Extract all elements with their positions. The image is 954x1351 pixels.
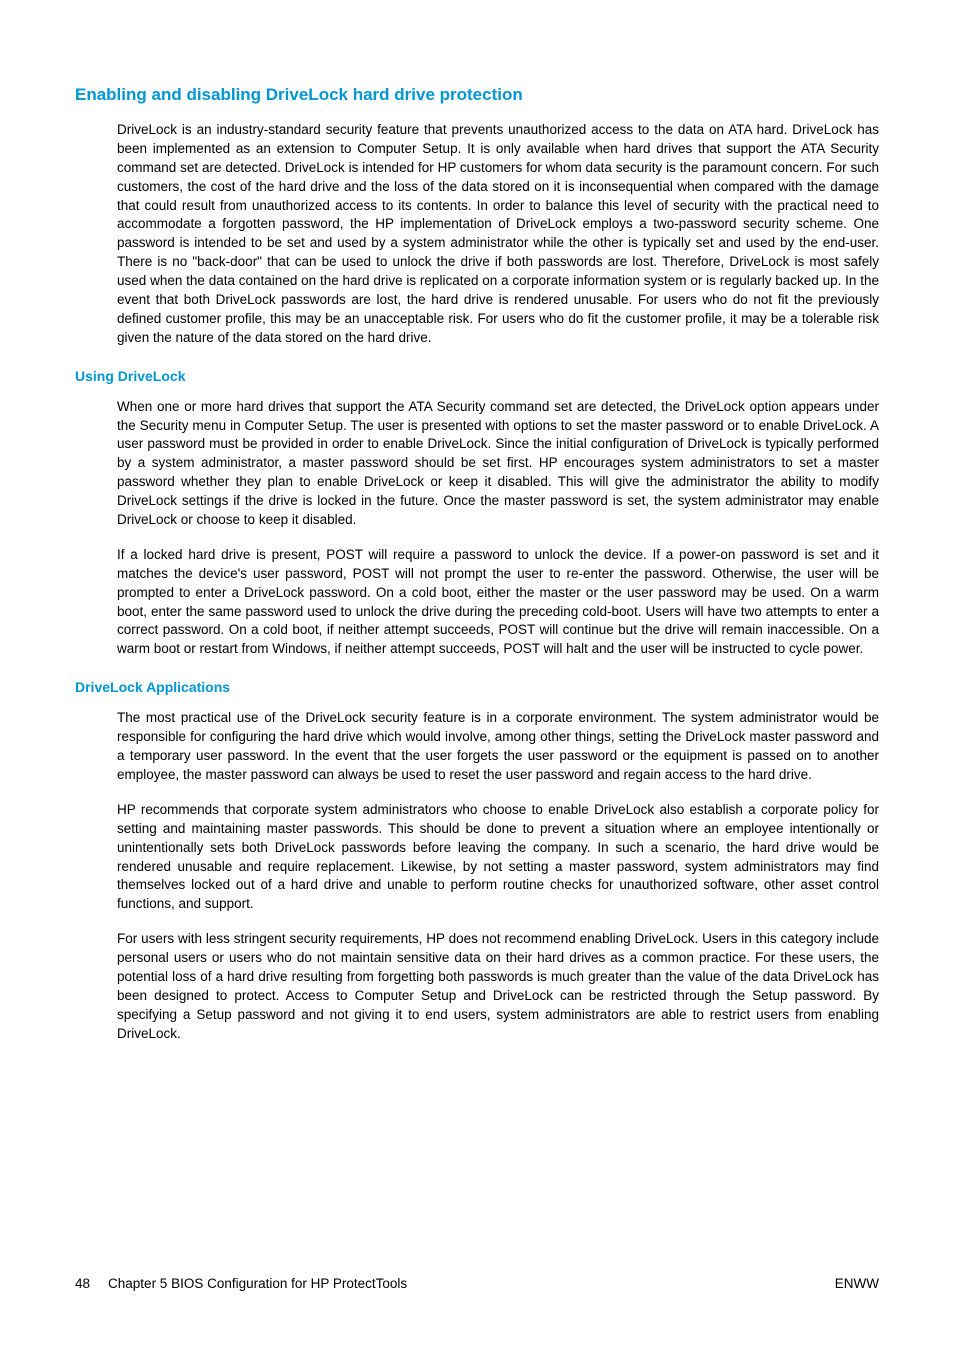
using-paragraph-2: If a locked hard drive is present, POST …: [117, 546, 879, 659]
footer-right: ENWW: [835, 1276, 879, 1291]
applications-paragraph-2: HP recommends that corporate system admi…: [117, 801, 879, 914]
footer-left: 48 Chapter 5 BIOS Configuration for HP P…: [75, 1276, 407, 1291]
page-footer: 48 Chapter 5 BIOS Configuration for HP P…: [75, 1276, 879, 1291]
using-drivelock-heading: Using DriveLock: [75, 368, 879, 384]
applications-paragraph-1: The most practical use of the DriveLock …: [117, 709, 879, 785]
main-heading: Enabling and disabling DriveLock hard dr…: [75, 85, 879, 105]
page-number: 48: [75, 1276, 90, 1291]
using-paragraph-1: When one or more hard drives that suppor…: [117, 398, 879, 530]
drivelock-applications-heading: DriveLock Applications: [75, 679, 879, 695]
chapter-title: Chapter 5 BIOS Configuration for HP Prot…: [108, 1276, 407, 1291]
intro-paragraph: DriveLock is an industry-standard securi…: [117, 121, 879, 348]
applications-paragraph-3: For users with less stringent security r…: [117, 930, 879, 1043]
